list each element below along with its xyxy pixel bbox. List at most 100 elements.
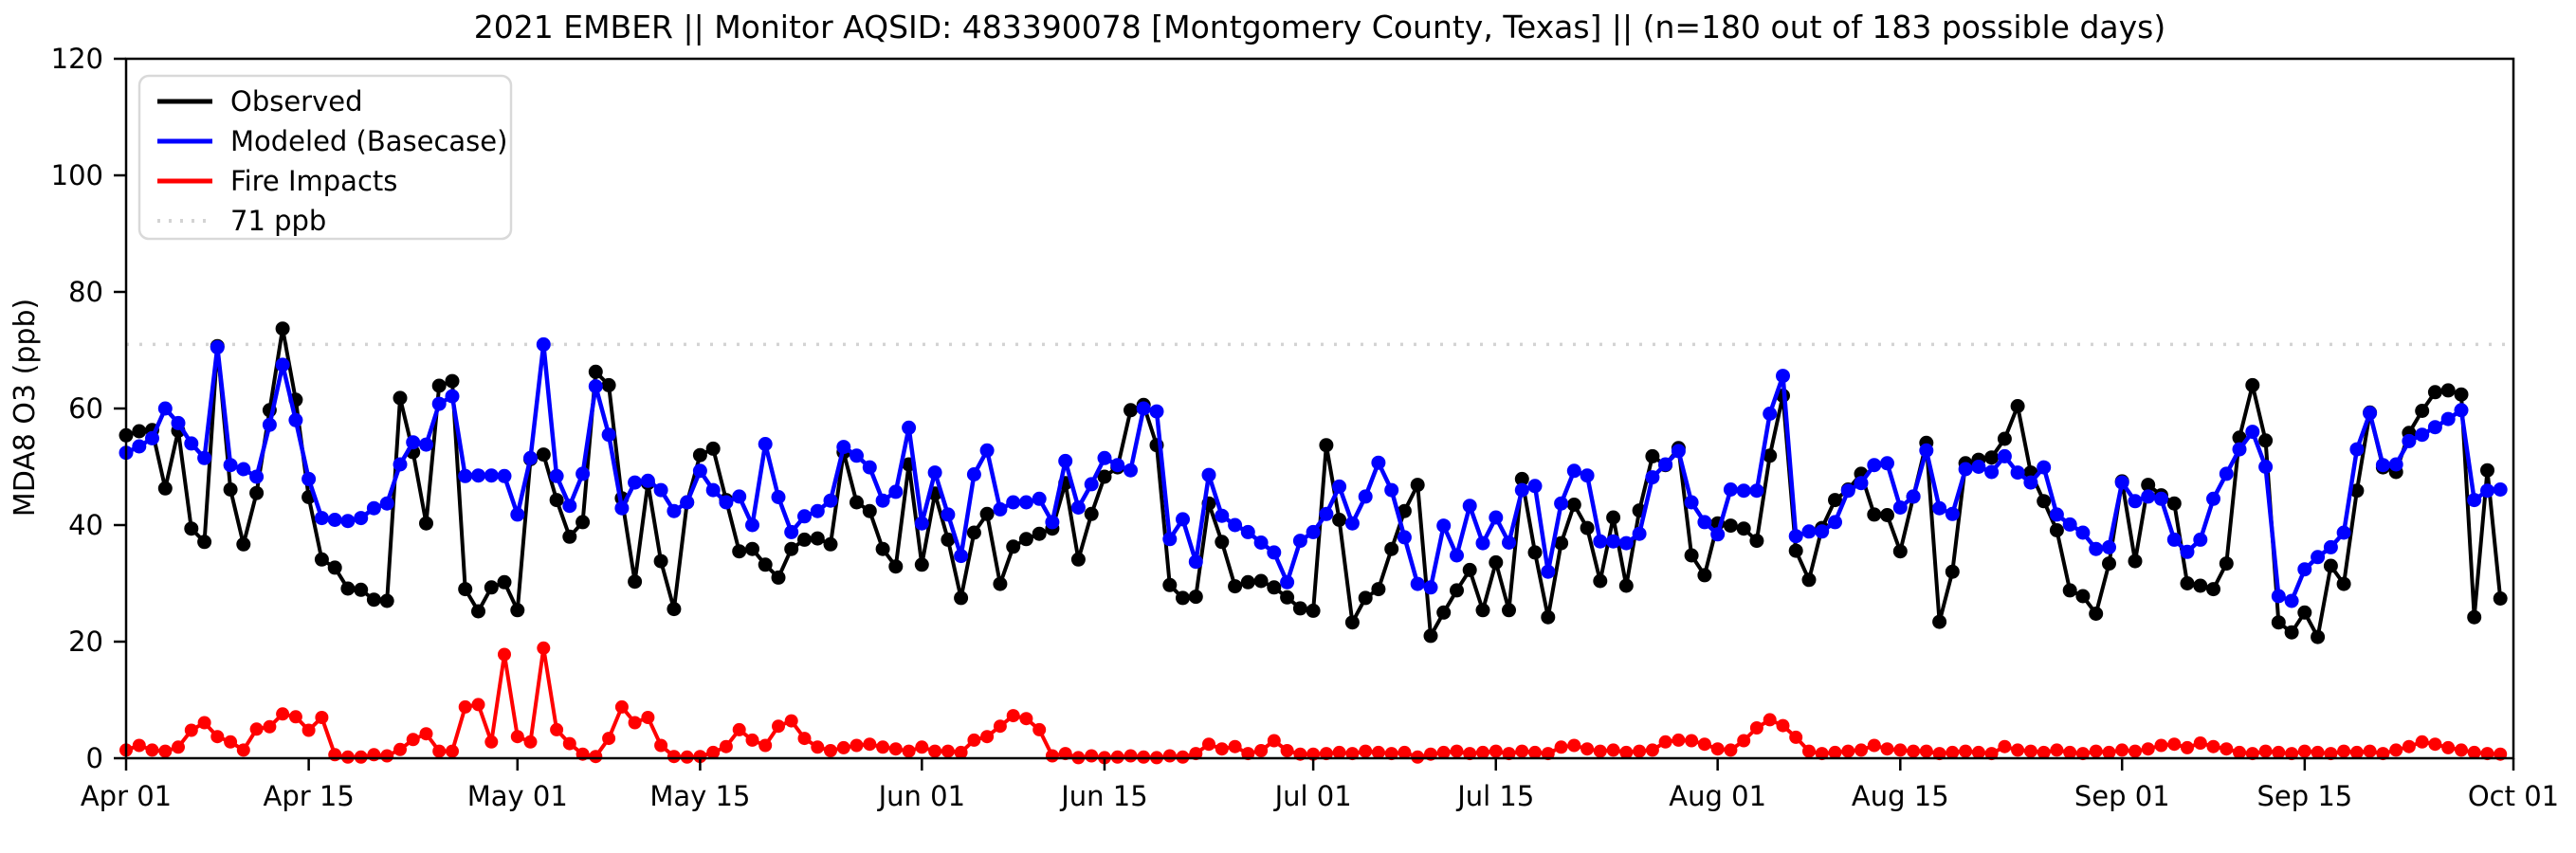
data-point (1319, 438, 1334, 453)
data-point (1319, 506, 1334, 521)
data-point (1292, 601, 1307, 616)
data-point (1502, 535, 1516, 550)
data-point (2154, 491, 2168, 506)
data-point (1997, 448, 2012, 463)
legend-label-observed: Observed (230, 85, 363, 118)
data-point (2128, 494, 2143, 509)
data-point (1475, 603, 1490, 618)
data-point (1802, 744, 1816, 758)
data-point (941, 507, 956, 522)
data-point (262, 417, 277, 432)
data-point (836, 740, 850, 754)
data-point (1880, 742, 1894, 756)
data-point (1045, 515, 1060, 530)
data-point (562, 736, 576, 751)
data-point (1971, 745, 1985, 759)
data-point (1580, 520, 1595, 535)
data-point (1032, 526, 1047, 541)
data-point (2427, 420, 2442, 435)
data-point (1645, 470, 1660, 485)
data-point (1332, 513, 1347, 527)
data-point (1070, 552, 1086, 567)
data-point (954, 549, 969, 564)
data-point (1371, 582, 1386, 597)
data-point (1854, 476, 1869, 491)
data-point (732, 489, 747, 504)
data-point (1423, 628, 1438, 644)
data-point (980, 730, 995, 744)
data-point (562, 499, 577, 514)
data-point (1085, 749, 1099, 763)
data-point (1658, 735, 1672, 749)
data-point (1097, 450, 1112, 465)
data-point (419, 437, 433, 452)
data-point (1541, 747, 1555, 761)
data-point (549, 493, 564, 508)
data-point (979, 506, 995, 521)
data-point (393, 742, 407, 756)
y-tick-label: 100 (51, 159, 103, 191)
data-point (1045, 749, 1059, 763)
data-point (132, 424, 147, 439)
data-point (2245, 747, 2259, 761)
data-point (810, 503, 825, 518)
data-point (1097, 469, 1112, 484)
data-point (1593, 534, 1608, 549)
data-point (2272, 745, 2286, 759)
data-point (667, 602, 682, 617)
data-point (223, 458, 238, 473)
data-point (157, 401, 173, 416)
data-point (2102, 556, 2116, 572)
data-point (1189, 747, 1203, 761)
data-point (1436, 745, 1451, 759)
data-point (2271, 615, 2286, 630)
data-point (1019, 712, 1033, 726)
data-point (497, 468, 512, 483)
data-point (1723, 518, 1738, 534)
data-point (1201, 467, 1216, 482)
data-point (771, 490, 786, 504)
data-point (1267, 545, 1282, 560)
data-point (1267, 734, 1281, 748)
data-point (1124, 749, 1138, 763)
data-point (1763, 713, 1777, 727)
data-point (432, 744, 447, 758)
data-point (2219, 466, 2234, 481)
data-point (1018, 532, 1033, 547)
data-point (1672, 733, 1686, 747)
data-point (771, 570, 786, 585)
data-point (2284, 593, 2299, 608)
data-point (589, 750, 603, 764)
data-point (1344, 615, 1360, 630)
data-point (1880, 456, 1894, 471)
data-point (2023, 744, 2037, 758)
data-point (719, 739, 733, 753)
data-point (1384, 541, 1399, 556)
data-point (2011, 743, 2025, 757)
data-point (2089, 541, 2104, 556)
data-point (1475, 535, 1490, 551)
data-point (406, 733, 420, 747)
data-point (1319, 747, 1333, 761)
data-point (1176, 590, 1190, 606)
data-point (732, 544, 747, 559)
data-point (1633, 744, 1647, 758)
data-point (537, 641, 551, 655)
data-point (1384, 482, 1399, 498)
data-point (1867, 458, 1882, 473)
data-point (941, 532, 956, 547)
data-point (2455, 743, 2468, 757)
data-point (875, 541, 890, 556)
data-point (1006, 539, 1021, 554)
series-modeled-basecase- (119, 336, 2508, 608)
data-point (288, 710, 302, 724)
data-point (1410, 576, 1425, 591)
data-point (1018, 495, 1033, 510)
data-point (2415, 427, 2430, 443)
data-point (2440, 411, 2456, 426)
data-point (954, 745, 968, 759)
data-point (1566, 498, 1581, 512)
data-point (197, 450, 212, 465)
data-point (1528, 745, 1542, 759)
data-point (1919, 443, 1934, 458)
